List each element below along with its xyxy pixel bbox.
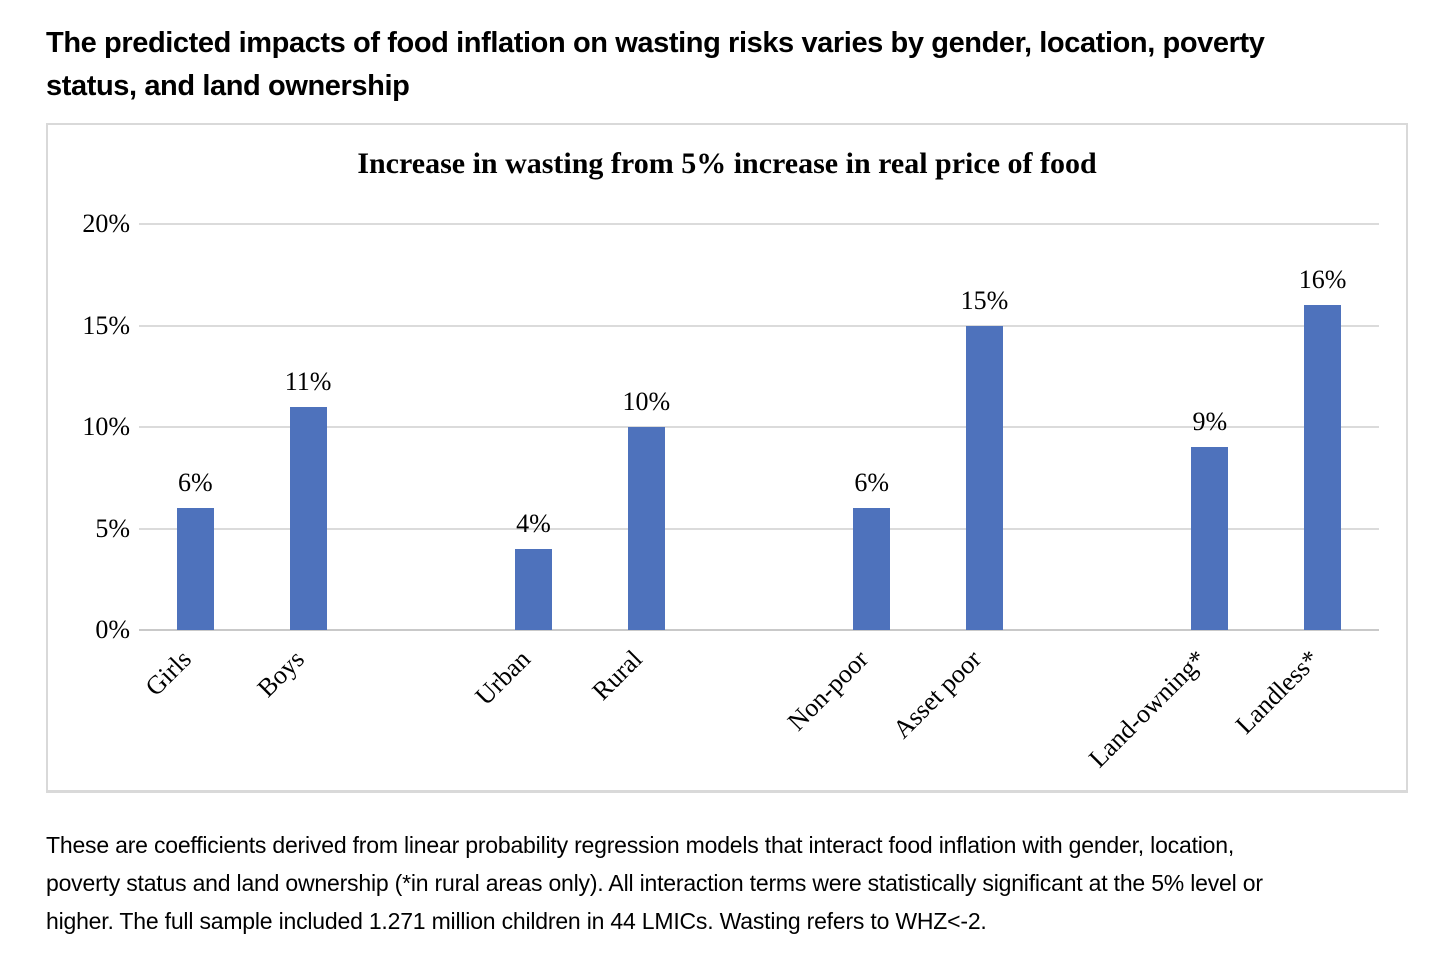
bar xyxy=(1191,447,1229,630)
bar-value-label: 15% xyxy=(960,285,1009,315)
main-heading: The predicted impacts of food inflation … xyxy=(46,22,1265,108)
bar xyxy=(289,406,327,630)
gridline xyxy=(139,426,1379,428)
bar-value-label: 6% xyxy=(178,468,213,498)
x-axis-line xyxy=(139,629,1379,631)
bar xyxy=(853,508,891,630)
gridline xyxy=(139,324,1379,327)
bar xyxy=(966,325,1003,630)
bar-value-label: 11% xyxy=(284,366,332,396)
gridline xyxy=(139,223,1379,225)
bar xyxy=(515,548,552,630)
main-heading-line1: The predicted impacts of food inflation … xyxy=(46,27,1265,59)
bar xyxy=(1304,305,1342,630)
footnote-line2: poverty status and land ownership (*in r… xyxy=(46,870,1263,896)
y-axis-tick-label: 20% xyxy=(82,209,130,238)
bar-value-label: 16% xyxy=(1298,265,1347,295)
gridline xyxy=(139,527,1379,530)
main-heading-line2: status, and land ownership xyxy=(46,70,410,102)
bar-value-label: 4% xyxy=(516,508,551,538)
chart-title: Increase in wasting from 5% increase in … xyxy=(357,147,1097,180)
chart-frame: Increase in wasting from 5% increase in … xyxy=(46,123,1408,793)
bar xyxy=(627,427,665,630)
bar-value-label: 10% xyxy=(622,387,671,416)
y-axis-tick-label: 10% xyxy=(82,412,130,441)
footnote: These are coefficients derived from line… xyxy=(46,826,1263,940)
y-axis-tick-label: 5% xyxy=(95,513,130,543)
y-axis-tick-label: 15% xyxy=(82,310,130,340)
bar-value-label: 6% xyxy=(854,468,890,498)
y-axis-tick-label: 0% xyxy=(95,615,130,644)
bar xyxy=(176,508,214,630)
footnote-line3: higher. The full sample included 1.271 m… xyxy=(46,908,987,934)
footnote-line1: These are coefficients derived from line… xyxy=(46,832,1235,858)
bar-value-label: 9% xyxy=(1192,407,1228,437)
